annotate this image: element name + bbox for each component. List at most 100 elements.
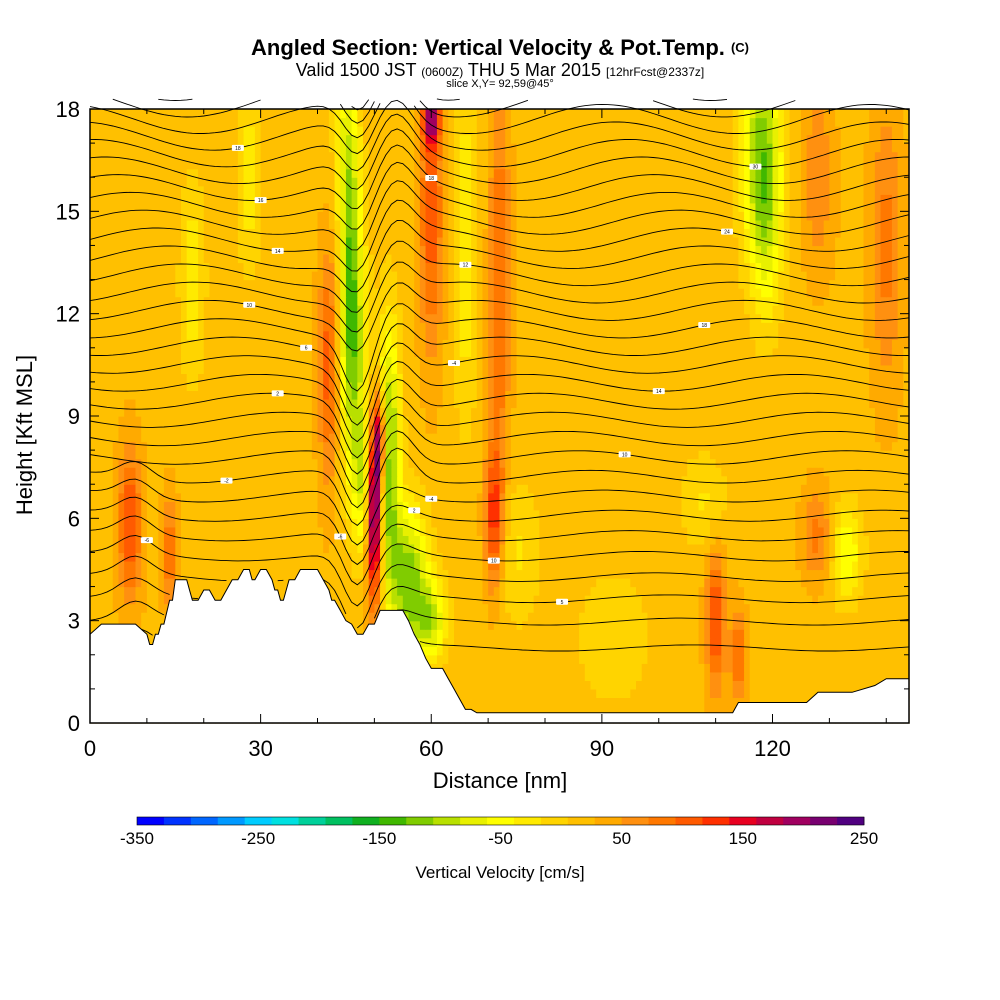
velocity-cell <box>567 680 575 690</box>
velocity-cell <box>340 424 347 434</box>
velocity-cell <box>493 535 501 545</box>
velocity-cell <box>732 595 739 605</box>
velocity-cell <box>869 458 876 468</box>
velocity-cell <box>459 484 466 494</box>
velocity-cell <box>476 612 484 622</box>
velocity-cell <box>624 526 631 536</box>
velocity-cell <box>880 509 887 519</box>
velocity-cell <box>277 560 284 571</box>
velocity-cell <box>215 424 222 434</box>
velocity-cell <box>562 586 569 596</box>
velocity-cell <box>869 612 876 622</box>
velocity-cell <box>135 484 142 494</box>
velocity-cell <box>152 509 159 519</box>
velocity-cell <box>829 654 836 664</box>
velocity-cell <box>772 620 779 630</box>
velocity-cell <box>738 688 745 699</box>
velocity-cell <box>573 458 580 468</box>
velocity-cell <box>857 433 865 443</box>
velocity-cell <box>886 671 893 681</box>
velocity-cell <box>408 458 415 468</box>
velocity-cell <box>601 441 609 451</box>
velocity-cell <box>789 484 796 494</box>
velocity-cell <box>397 543 404 554</box>
velocity-cell <box>272 424 279 434</box>
velocity-cell <box>692 688 700 699</box>
velocity-cell <box>880 654 887 664</box>
velocity-cell <box>840 518 848 528</box>
velocity-cell <box>243 441 250 451</box>
velocity-cell <box>721 705 728 716</box>
velocity-cell <box>607 543 614 554</box>
velocity-cell <box>442 475 449 485</box>
velocity-cell <box>852 578 859 588</box>
velocity-cell <box>340 552 347 562</box>
velocity-cell <box>584 637 592 647</box>
velocity-cell <box>601 654 609 664</box>
velocity-cell <box>818 467 825 477</box>
velocity-cell <box>414 629 421 639</box>
velocity-cell <box>903 637 910 647</box>
velocity-cell <box>749 467 757 477</box>
velocity-cell <box>527 518 535 528</box>
velocity-cell <box>715 620 722 630</box>
velocity-cell <box>527 492 535 502</box>
velocity-cell <box>903 654 910 664</box>
velocity-cell <box>903 612 910 622</box>
velocity-cell <box>505 671 512 681</box>
velocity-cell <box>493 433 501 443</box>
velocity-cell <box>590 671 597 681</box>
velocity-cell <box>715 467 722 477</box>
velocity-cell <box>414 543 421 554</box>
velocity-cell <box>107 509 114 519</box>
velocity-cell <box>704 450 711 460</box>
velocity-cell <box>704 569 711 579</box>
velocity-cell <box>425 637 432 647</box>
velocity-cell <box>209 518 216 528</box>
velocity-cell <box>482 697 489 707</box>
velocity-cell <box>482 646 489 656</box>
velocity-cell <box>772 560 779 571</box>
velocity-cell <box>857 671 865 681</box>
velocity-cell <box>442 526 449 536</box>
velocity-cell <box>368 578 375 588</box>
velocity-cell <box>618 586 626 596</box>
velocity-cell <box>385 509 393 519</box>
velocity-cell <box>215 475 222 485</box>
velocity-cell <box>630 441 637 451</box>
velocity-cell <box>704 509 711 519</box>
velocity-cell <box>738 552 745 562</box>
velocity-cell <box>539 433 546 443</box>
velocity-cell <box>567 475 575 485</box>
velocity-cell <box>448 560 455 571</box>
velocity-cell <box>556 603 563 613</box>
velocity-cell <box>135 586 142 596</box>
velocity-cell <box>687 560 694 571</box>
velocity-cell <box>243 433 250 443</box>
velocity-cell <box>886 518 893 528</box>
velocity-cell <box>431 578 438 588</box>
velocity-cell <box>471 501 478 511</box>
velocity-cell <box>687 509 694 519</box>
velocity-cell <box>203 458 211 468</box>
velocity-cell <box>698 450 705 460</box>
velocity-cell <box>516 458 523 468</box>
velocity-cell <box>277 552 284 562</box>
velocity-cell <box>431 620 438 630</box>
velocity-cell <box>590 663 597 673</box>
velocity-cell <box>721 552 728 562</box>
velocity-cell <box>698 484 705 494</box>
velocity-cell <box>766 680 774 690</box>
velocity-cell <box>658 705 666 716</box>
slice-info: slice X,Y= 92,59@45° <box>446 78 554 90</box>
velocity-cell <box>857 578 865 588</box>
velocity-cell <box>766 688 774 699</box>
velocity-cell <box>209 586 216 596</box>
velocity-cell <box>431 654 438 664</box>
velocity-cell <box>664 578 671 588</box>
velocity-cell <box>408 603 415 613</box>
velocity-cell <box>488 560 495 571</box>
velocity-cell <box>749 492 757 502</box>
velocity-cell <box>624 688 631 699</box>
velocity-cell <box>795 680 802 690</box>
